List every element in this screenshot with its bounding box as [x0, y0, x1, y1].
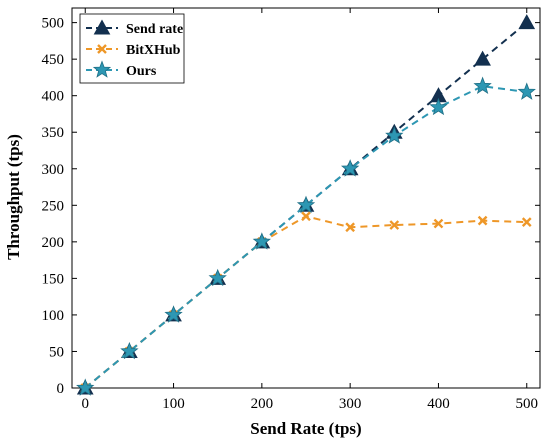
data-point-bitxhub: [477, 215, 488, 226]
data-point-ours: [340, 159, 360, 177]
x-tick-label: 0: [81, 396, 89, 412]
y-tick-label: 0: [57, 381, 65, 397]
data-point-ours: [385, 126, 404, 144]
legend-marker: [97, 44, 107, 54]
x-marker-stroke: [389, 220, 400, 230]
y-axis-title: Throughput (tps): [4, 134, 23, 260]
data-point-ours: [429, 97, 448, 116]
data-point-bitxhub: [521, 217, 532, 227]
x-marker-stroke: [521, 217, 532, 227]
plot-frame: [71, 7, 541, 389]
x-marker-stroke: [345, 222, 355, 233]
x-axis-title: Send Rate (tps): [250, 419, 361, 438]
data-point-ours: [252, 232, 272, 250]
y-tick-label: 500: [42, 16, 65, 32]
data-point-ours: [76, 378, 95, 396]
data-point-send-rate: [518, 14, 536, 30]
y-tick-label: 150: [42, 271, 65, 287]
x-tick-label: 100: [162, 396, 185, 412]
legend-item-ours: Ours: [86, 60, 157, 79]
x-tick-label: 400: [427, 396, 450, 412]
series-ours: [76, 76, 536, 396]
data-point-ours: [296, 195, 316, 214]
x-marker-stroke: [97, 44, 107, 54]
legend-label: Ours: [126, 64, 157, 79]
data-point-ours: [120, 341, 139, 360]
y-tick-label: 100: [42, 308, 65, 324]
legend-marker: [92, 60, 112, 78]
data-point-bitxhub: [345, 222, 355, 233]
x-marker-stroke: [301, 211, 311, 222]
data-point-ours: [473, 76, 492, 94]
legend-label: BitXHub: [126, 43, 181, 58]
x-tick-label: 200: [251, 396, 274, 412]
data-point-send-rate: [474, 50, 491, 66]
data-point-bitxhub: [301, 211, 311, 222]
legend-label: Send rate: [126, 22, 183, 37]
x-marker-stroke: [477, 215, 488, 226]
y-tick-label: 200: [42, 235, 65, 251]
data-point-bitxhub: [433, 218, 444, 229]
y-tick-label: 350: [42, 125, 65, 141]
legend-marker: [93, 19, 111, 35]
y-tick-label: 300: [42, 162, 65, 178]
data-point-bitxhub: [389, 220, 400, 230]
y-tick-label: 50: [49, 344, 64, 360]
data-point-ours: [164, 305, 183, 323]
legend-item-send-rate: Send rate: [86, 19, 183, 37]
y-tick-label: 400: [42, 89, 65, 105]
x-marker-stroke: [433, 218, 444, 229]
data-point-ours: [208, 268, 227, 287]
x-tick-label: 300: [339, 396, 362, 412]
legend-item-bitxhub: BitXHub: [86, 43, 181, 58]
data-point-ours: [517, 82, 536, 100]
legend: Send rate BitXHub Ours: [79, 13, 185, 84]
x-tick-label: 500: [516, 396, 539, 412]
y-tick-label: 450: [42, 52, 65, 68]
y-tick-label: 250: [42, 198, 65, 214]
